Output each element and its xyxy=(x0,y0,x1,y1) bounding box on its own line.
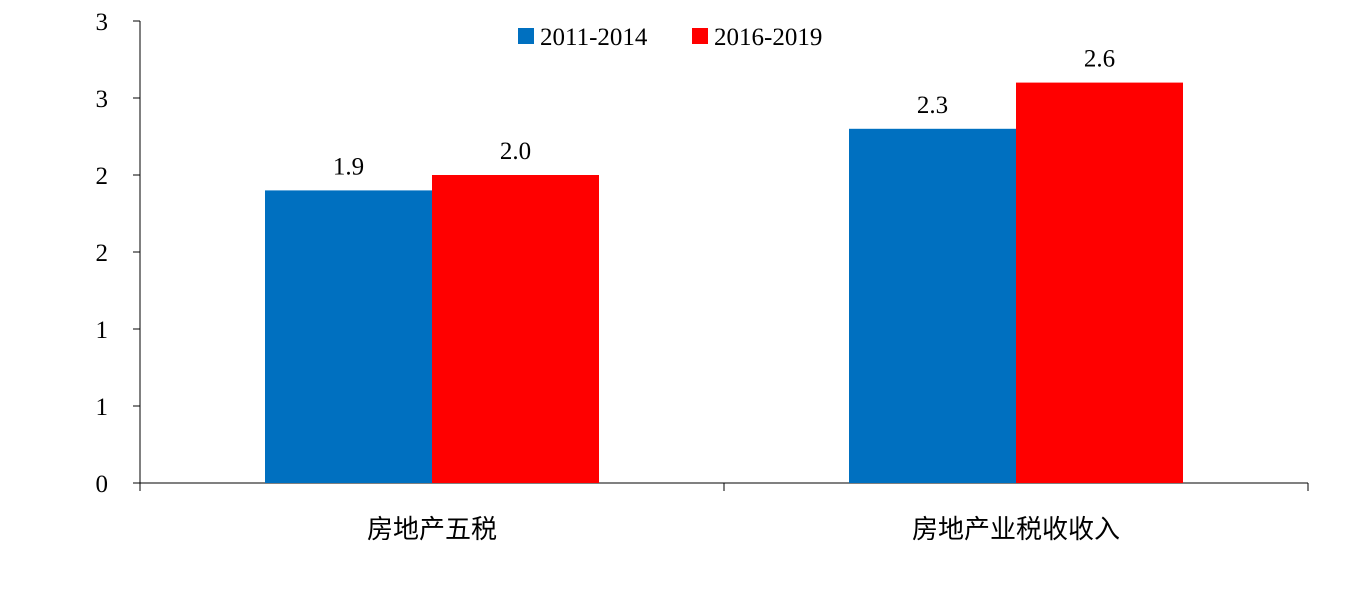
y-tick-label: 1 xyxy=(96,317,109,344)
data-label-1-1: 2.6 xyxy=(1084,46,1115,73)
bar-0-1 xyxy=(432,175,599,483)
y-tick-label: 2 xyxy=(96,240,109,267)
y-tick-label: 3 xyxy=(96,9,109,36)
category-label-1: 房地产业税收收入 xyxy=(912,515,1120,545)
data-labels: 1.9 2.0 2.3 2.6 xyxy=(333,46,1115,181)
y-tick-label: 2 xyxy=(96,163,109,190)
data-label-0-1: 2.0 xyxy=(500,138,531,165)
legend-swatch-2011-2014 xyxy=(518,28,534,44)
legend-swatch-2016-2019 xyxy=(692,28,708,44)
bar-1-1 xyxy=(1016,82,1183,483)
bar-0-0 xyxy=(265,190,432,483)
category-label-0: 房地产五税 xyxy=(367,515,497,545)
y-axis: 0 1 1 2 2 3 3 xyxy=(96,9,141,498)
y-tick-label: 1 xyxy=(96,394,109,421)
y-tick-label: 3 xyxy=(96,86,109,113)
legend-label-2011-2014: 2011-2014 xyxy=(540,24,648,51)
data-label-1-0: 2.3 xyxy=(917,92,948,119)
legend: 2011-2014 2016-2019 xyxy=(518,24,822,51)
x-axis xyxy=(139,482,1309,491)
bars xyxy=(265,82,1183,484)
y-tick-label: 0 xyxy=(96,471,109,498)
legend-label-2016-2019: 2016-2019 xyxy=(714,24,822,51)
category-labels: 房地产五税 房地产业税收收入 xyxy=(367,515,1120,545)
bar-1-0 xyxy=(849,128,1016,484)
data-label-0-0: 1.9 xyxy=(333,153,364,180)
